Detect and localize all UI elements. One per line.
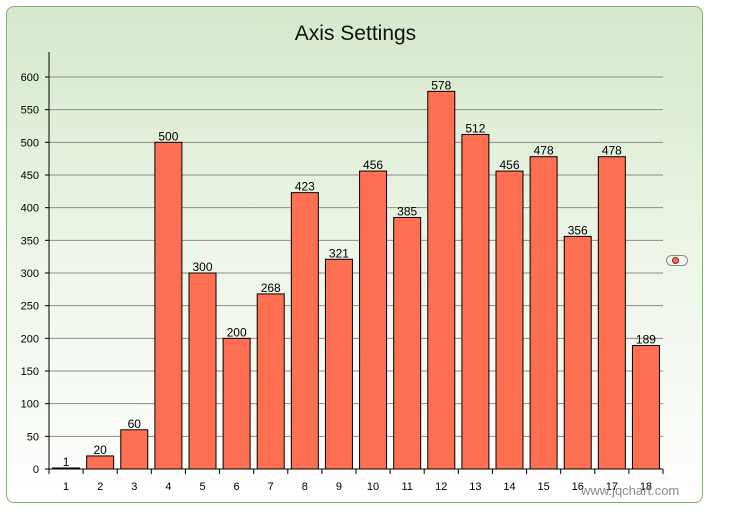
y-tick-label: 50 [27,431,39,443]
bar [495,170,524,470]
data-label: 385 [397,204,417,218]
y-tick-label: 100 [21,399,39,411]
watermark: www.jqchart.com [581,483,680,498]
legend-toggle[interactable] [666,255,688,266]
x-tick-label: 8 [302,481,308,493]
x-tick-label: 15 [537,481,549,493]
bar-chart: 0 50 100 150 200 250 300 350 400 450 500 550 600 1 20 6… [21,52,664,493]
data-label: 20 [93,443,107,457]
bar [393,216,422,470]
x-tick-label: 2 [97,481,103,493]
bar [222,337,251,470]
x-tick-label: 18 [640,481,652,493]
bar [324,258,353,470]
x-tick-label: 12 [435,481,447,493]
x-tick-label: 4 [165,481,171,493]
y-tick-label: 200 [21,333,39,345]
y-tick-label: 300 [21,268,39,280]
data-label: 356 [568,223,588,237]
chart-container: Axis Settings 0 50 100 150 200 250 300 350 400 45… [6,6,703,503]
data-label: 1 [63,455,70,469]
x-tick-label: 16 [572,481,584,493]
bar [461,133,490,470]
data-label: 321 [329,246,349,260]
x-tick-label: 7 [268,481,274,493]
data-label: 268 [261,281,281,295]
y-tick-label: 350 [21,235,39,247]
data-label: 60 [128,417,142,431]
y-tick-label: 600 [21,72,39,84]
x-tick-label: 1 [63,481,69,493]
data-label: 456 [363,158,383,172]
y-tick-label: 150 [21,366,39,378]
bar [188,272,217,470]
y-tick-label: 400 [21,203,39,215]
y-tick-label: 550 [21,105,39,117]
data-label: 478 [602,144,622,158]
data-label: 189 [636,333,656,347]
bar [427,90,456,470]
bar [256,293,285,470]
bar [120,429,149,470]
x-tick-label: 5 [199,481,205,493]
y-tick-label: 450 [21,170,39,182]
data-label: 578 [431,78,451,92]
x-tick-label: 14 [503,481,515,493]
bar [154,141,183,470]
bar [359,170,388,470]
chart-title: Axis Settings [294,22,417,45]
y-tick-label: 0 [33,464,39,476]
data-label: 456 [499,158,519,172]
bar [290,192,319,470]
data-label: 512 [465,121,485,135]
bar [86,455,115,470]
data-label: 423 [295,180,315,194]
x-tick-label: 9 [336,481,342,493]
data-label: 500 [158,129,178,143]
x-tick-label: 6 [234,481,240,493]
bar [631,345,660,470]
x-tick-label: 17 [606,481,618,493]
x-tick-label: 3 [131,481,137,493]
bar [529,156,558,470]
y-tick-label: 500 [21,137,39,149]
bar [563,235,592,470]
legend-series-marker-icon [672,257,679,264]
data-label: 300 [192,260,212,274]
x-tick-label: 11 [401,481,412,493]
bar [597,156,626,470]
y-tick-label: 250 [21,301,39,313]
data-label: 200 [227,325,247,339]
x-tick-label: 13 [469,481,481,493]
data-label: 478 [534,144,554,158]
x-tick-label: 10 [367,481,379,493]
